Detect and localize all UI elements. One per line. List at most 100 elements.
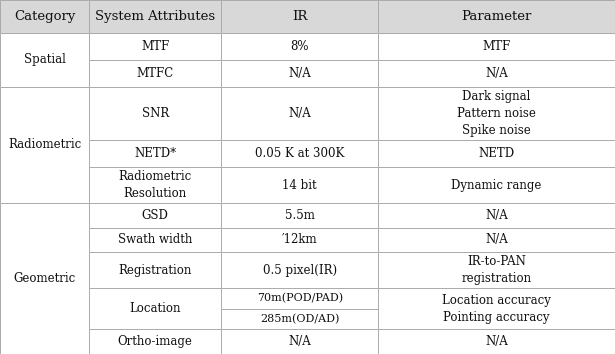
Text: Parameter: Parameter bbox=[461, 10, 532, 23]
Bar bbox=[221, 252, 378, 288]
Bar bbox=[378, 203, 615, 228]
Bar bbox=[89, 140, 221, 167]
Bar bbox=[378, 288, 615, 329]
Bar bbox=[0, 203, 89, 354]
Bar bbox=[221, 87, 378, 140]
Bar bbox=[89, 203, 221, 228]
Bar bbox=[378, 167, 615, 203]
Bar bbox=[0, 203, 89, 354]
Text: Radiometric
Resolution: Radiometric Resolution bbox=[119, 170, 192, 200]
Text: Registration: Registration bbox=[119, 264, 192, 277]
Bar bbox=[89, 0, 221, 33]
Bar bbox=[221, 167, 378, 203]
Bar bbox=[221, 288, 378, 309]
Text: Geometric: Geometric bbox=[14, 272, 76, 285]
Text: 285m(OD/AD): 285m(OD/AD) bbox=[260, 314, 339, 324]
Bar bbox=[89, 252, 221, 288]
Bar bbox=[221, 203, 378, 228]
Bar bbox=[221, 0, 378, 33]
Bar bbox=[221, 167, 378, 203]
Bar bbox=[378, 33, 615, 59]
Text: Ortho-image: Ortho-image bbox=[118, 335, 192, 348]
Bar bbox=[221, 33, 378, 59]
Bar bbox=[221, 252, 378, 288]
Bar bbox=[378, 33, 615, 59]
Text: 8%: 8% bbox=[290, 40, 309, 53]
Bar bbox=[0, 87, 89, 203]
Bar bbox=[221, 59, 378, 87]
Bar bbox=[0, 33, 89, 87]
Bar bbox=[378, 59, 615, 87]
Text: MTF: MTF bbox=[141, 40, 169, 53]
Bar bbox=[378, 87, 615, 140]
Bar bbox=[89, 140, 221, 167]
Bar bbox=[89, 288, 221, 329]
Text: N/A: N/A bbox=[485, 335, 508, 348]
Bar bbox=[89, 0, 221, 33]
Text: System Attributes: System Attributes bbox=[95, 10, 215, 23]
Bar bbox=[378, 203, 615, 228]
Text: 5.5m: 5.5m bbox=[285, 209, 315, 222]
Text: Dynamic range: Dynamic range bbox=[451, 179, 542, 192]
Text: SNR: SNR bbox=[141, 107, 169, 120]
Bar bbox=[221, 309, 378, 329]
Text: 70m(POD/PAD): 70m(POD/PAD) bbox=[256, 293, 343, 303]
Text: Radiometric: Radiometric bbox=[8, 138, 81, 151]
Bar bbox=[0, 0, 89, 33]
Bar bbox=[89, 203, 221, 228]
Text: Dark signal
Pattern noise
Spike noise: Dark signal Pattern noise Spike noise bbox=[457, 90, 536, 137]
Bar bbox=[221, 228, 378, 252]
Bar bbox=[89, 59, 221, 87]
Bar bbox=[221, 87, 378, 140]
Text: Location: Location bbox=[130, 302, 181, 315]
Bar bbox=[378, 228, 615, 252]
Bar bbox=[378, 329, 615, 354]
Text: N/A: N/A bbox=[288, 335, 311, 348]
Bar bbox=[89, 33, 221, 59]
Bar bbox=[378, 0, 615, 33]
Bar bbox=[89, 167, 221, 203]
Bar bbox=[0, 87, 89, 203]
Bar bbox=[89, 252, 221, 288]
Bar bbox=[221, 140, 378, 167]
Text: Location accuracy
Pointing accuracy: Location accuracy Pointing accuracy bbox=[442, 294, 551, 324]
Bar bbox=[378, 140, 615, 167]
Text: GSD: GSD bbox=[142, 209, 169, 222]
Bar bbox=[378, 329, 615, 354]
Bar bbox=[221, 140, 378, 167]
Text: N/A: N/A bbox=[485, 234, 508, 246]
Bar bbox=[89, 59, 221, 87]
Bar bbox=[221, 203, 378, 228]
Text: Category: Category bbox=[14, 10, 75, 23]
Bar bbox=[221, 288, 378, 309]
Bar bbox=[89, 228, 221, 252]
Text: Spatial: Spatial bbox=[23, 53, 66, 66]
Bar bbox=[378, 59, 615, 87]
Bar bbox=[0, 33, 89, 87]
Text: ′12km: ′12km bbox=[282, 234, 317, 246]
Bar bbox=[221, 33, 378, 59]
Text: IR: IR bbox=[292, 10, 308, 23]
Bar bbox=[221, 309, 378, 329]
Bar bbox=[89, 87, 221, 140]
Bar bbox=[378, 288, 615, 329]
Bar bbox=[0, 0, 89, 33]
Bar bbox=[89, 329, 221, 354]
Bar bbox=[378, 228, 615, 252]
Bar bbox=[378, 140, 615, 167]
Text: IR-to-PAN
registration: IR-to-PAN registration bbox=[461, 255, 532, 285]
Text: N/A: N/A bbox=[485, 67, 508, 80]
Text: 0.5 pixel(IR): 0.5 pixel(IR) bbox=[263, 264, 337, 277]
Bar bbox=[221, 329, 378, 354]
Bar bbox=[89, 167, 221, 203]
Bar bbox=[89, 87, 221, 140]
Bar bbox=[89, 228, 221, 252]
Bar bbox=[89, 33, 221, 59]
Bar bbox=[378, 87, 615, 140]
Text: MTFC: MTFC bbox=[137, 67, 174, 80]
Text: NETD: NETD bbox=[478, 147, 515, 160]
Bar bbox=[378, 0, 615, 33]
Bar bbox=[221, 228, 378, 252]
Text: N/A: N/A bbox=[288, 107, 311, 120]
Text: Swath width: Swath width bbox=[118, 234, 192, 246]
